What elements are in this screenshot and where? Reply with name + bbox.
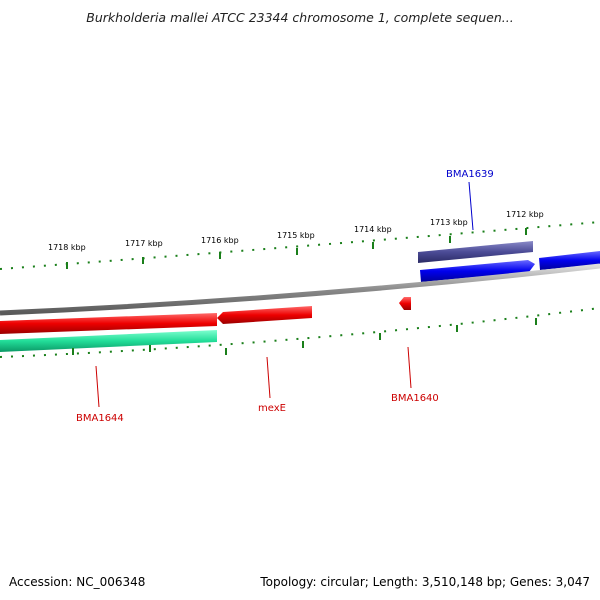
reverse-genes[interactable] bbox=[0, 297, 411, 352]
gene-label-bma1639: BMA1639 bbox=[446, 169, 494, 180]
upper-ruler bbox=[0, 221, 600, 270]
gene-arrow bbox=[420, 260, 535, 282]
ruler-label: 1714 kbp bbox=[354, 225, 392, 234]
ruler-labels: 1718 kbp 1717 kbp 1716 kbp 1715 kbp 1714… bbox=[48, 210, 544, 252]
accession-text: Accession: NC_006348 bbox=[9, 575, 146, 589]
gene-arrow bbox=[0, 313, 217, 334]
ruler-label: 1712 kbp bbox=[506, 210, 544, 219]
ruler-label: 1716 kbp bbox=[201, 236, 239, 245]
genome-title: Burkholderia mallei ATCC 23344 chromosom… bbox=[86, 10, 514, 25]
gene-arrow bbox=[399, 297, 411, 310]
genome-backbone bbox=[0, 263, 600, 316]
ruler-label: 1715 kbp bbox=[277, 231, 315, 240]
gene-arrow bbox=[217, 306, 312, 324]
gene-label-group[interactable]: BMA1639 mexE BMA1640 BMA1644 bbox=[76, 169, 494, 424]
ruler-label: 1718 kbp bbox=[48, 243, 86, 252]
gene-arrow bbox=[418, 241, 533, 263]
gene-label-bma1644: BMA1644 bbox=[76, 413, 124, 424]
lower-ruler bbox=[0, 307, 600, 358]
gene-arrow bbox=[0, 330, 217, 352]
ruler-label: 1717 kbp bbox=[125, 239, 163, 248]
ruler-label: 1713 kbp bbox=[430, 218, 468, 227]
genome-stats-text: Topology: circular; Length: 3,510,148 bp… bbox=[260, 575, 590, 589]
gene-label-bma1640: BMA1640 bbox=[391, 393, 439, 404]
gene-label-mexe: mexE bbox=[258, 403, 286, 414]
